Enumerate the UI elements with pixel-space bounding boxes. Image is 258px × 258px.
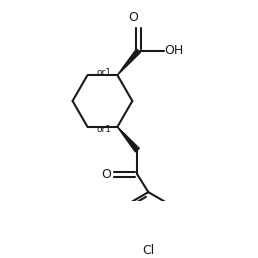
Text: or1: or1 xyxy=(96,125,112,134)
Polygon shape xyxy=(117,49,140,75)
Polygon shape xyxy=(117,127,139,152)
Text: or1: or1 xyxy=(96,68,112,77)
Text: Cl: Cl xyxy=(142,244,155,257)
Text: OH: OH xyxy=(165,44,184,57)
Text: O: O xyxy=(101,168,111,181)
Text: O: O xyxy=(128,11,138,24)
